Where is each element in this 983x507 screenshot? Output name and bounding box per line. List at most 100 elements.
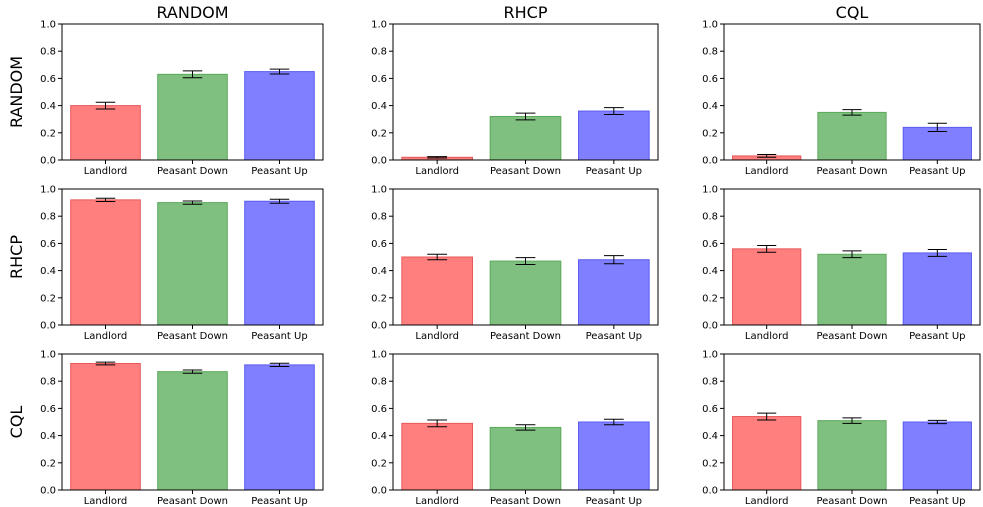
bar [817,111,887,161]
y-tick-label: 1.0 [371,350,387,361]
y-tick-label: 0.6 [702,74,718,85]
y-tick-label: 0.0 [702,156,718,167]
bar [244,200,315,326]
axes-frame [723,188,981,326]
y-tick-label: 0.6 [40,404,56,415]
y-tick-label: 0.4 [702,431,718,442]
row-label: RHCP [7,235,26,279]
y-tick-label: 0.2 [371,458,387,469]
row-label: CQL [7,406,26,439]
y-tick-label: 0.4 [371,266,387,277]
x-tick-label: Landlord [415,331,459,342]
y-tick-label: 0.0 [40,486,56,497]
y-tick-label: 0.0 [40,156,56,167]
y-tick-label: 0.4 [40,266,56,277]
y-tick-label: 0.0 [371,156,387,167]
bar [902,126,972,161]
axes-frame [723,23,981,161]
y-tick-label: 0.4 [702,101,718,112]
y-tick-label: 0.4 [40,101,56,112]
y-tick-label: 0.8 [702,377,718,388]
y-tick-label: 0.2 [702,128,718,139]
bar [70,363,141,491]
x-tick-label: Landlord [415,496,459,507]
y-tick-label: 1.0 [40,185,56,196]
column-title: RHCP [504,3,548,22]
x-tick-label: Peasant Up [909,166,965,177]
y-tick-label: 0.8 [40,212,56,223]
bar [70,199,141,326]
column-title: CQL [836,3,869,22]
bar [157,73,228,161]
bar [578,421,650,491]
y-tick-label: 1.0 [702,350,718,361]
x-tick-label: Peasant Up [909,496,965,507]
y-tick-label: 0.2 [40,458,56,469]
y-tick-label: 0.4 [371,101,387,112]
x-tick-label: Peasant Down [490,166,561,177]
x-tick-label: Landlord [84,166,128,177]
bar [817,420,887,491]
x-tick-label: Peasant Up [586,331,642,342]
y-tick-label: 0.6 [371,239,387,250]
y-tick-label: 0.6 [702,404,718,415]
bar [578,259,650,326]
y-tick-label: 0.0 [371,321,387,332]
axes-frame [392,353,659,491]
x-tick-label: Peasant Down [816,496,887,507]
y-tick-label: 0.0 [40,321,56,332]
y-tick-label: 0.0 [702,321,718,332]
y-tick-label: 0.4 [702,266,718,277]
x-tick-label: Peasant Down [157,496,228,507]
bar [732,248,802,326]
y-tick-label: 1.0 [371,185,387,196]
axes-frame [61,23,324,161]
axes-frame [392,23,659,161]
axes-frame [61,353,324,491]
y-tick-label: 0.2 [702,293,718,304]
y-tick-label: 0.8 [371,47,387,58]
y-tick-label: 1.0 [40,350,56,361]
x-tick-label: Peasant Up [586,496,642,507]
y-tick-label: 0.8 [702,47,718,58]
y-tick-label: 1.0 [702,20,718,31]
axes-frame [392,188,659,326]
x-tick-label: Peasant Up [251,331,307,342]
y-tick-label: 0.2 [371,293,387,304]
bar [489,260,562,326]
row-label: RANDOM [7,56,26,128]
x-tick-label: Landlord [745,496,789,507]
x-tick-label: Landlord [745,166,789,177]
y-tick-label: 0.6 [40,74,56,85]
y-tick-label: 0.6 [371,404,387,415]
axes-frame [723,353,981,491]
bar [732,416,802,491]
y-tick-label: 0.0 [371,486,387,497]
y-tick-label: 0.2 [702,458,718,469]
axes-frame [61,188,324,326]
y-tick-label: 0.2 [371,128,387,139]
x-tick-label: Peasant Up [586,166,642,177]
x-tick-label: Peasant Down [816,331,887,342]
y-tick-label: 0.8 [371,212,387,223]
x-tick-label: Peasant Up [251,496,307,507]
x-tick-label: Peasant Up [909,331,965,342]
bar [244,364,315,491]
bar [70,105,141,161]
x-tick-label: Landlord [415,166,459,177]
y-tick-label: 1.0 [371,20,387,31]
y-tick-label: 0.8 [371,377,387,388]
bar [157,202,228,326]
y-tick-label: 1.0 [702,185,718,196]
x-tick-label: Landlord [745,331,789,342]
x-tick-label: Peasant Down [157,331,228,342]
bar [902,252,972,326]
y-tick-label: 0.8 [40,377,56,388]
bar [817,253,887,326]
x-tick-label: Landlord [84,331,128,342]
y-tick-label: 0.0 [702,486,718,497]
x-tick-label: Peasant Up [251,166,307,177]
bar [578,110,650,161]
y-tick-label: 0.4 [371,431,387,442]
